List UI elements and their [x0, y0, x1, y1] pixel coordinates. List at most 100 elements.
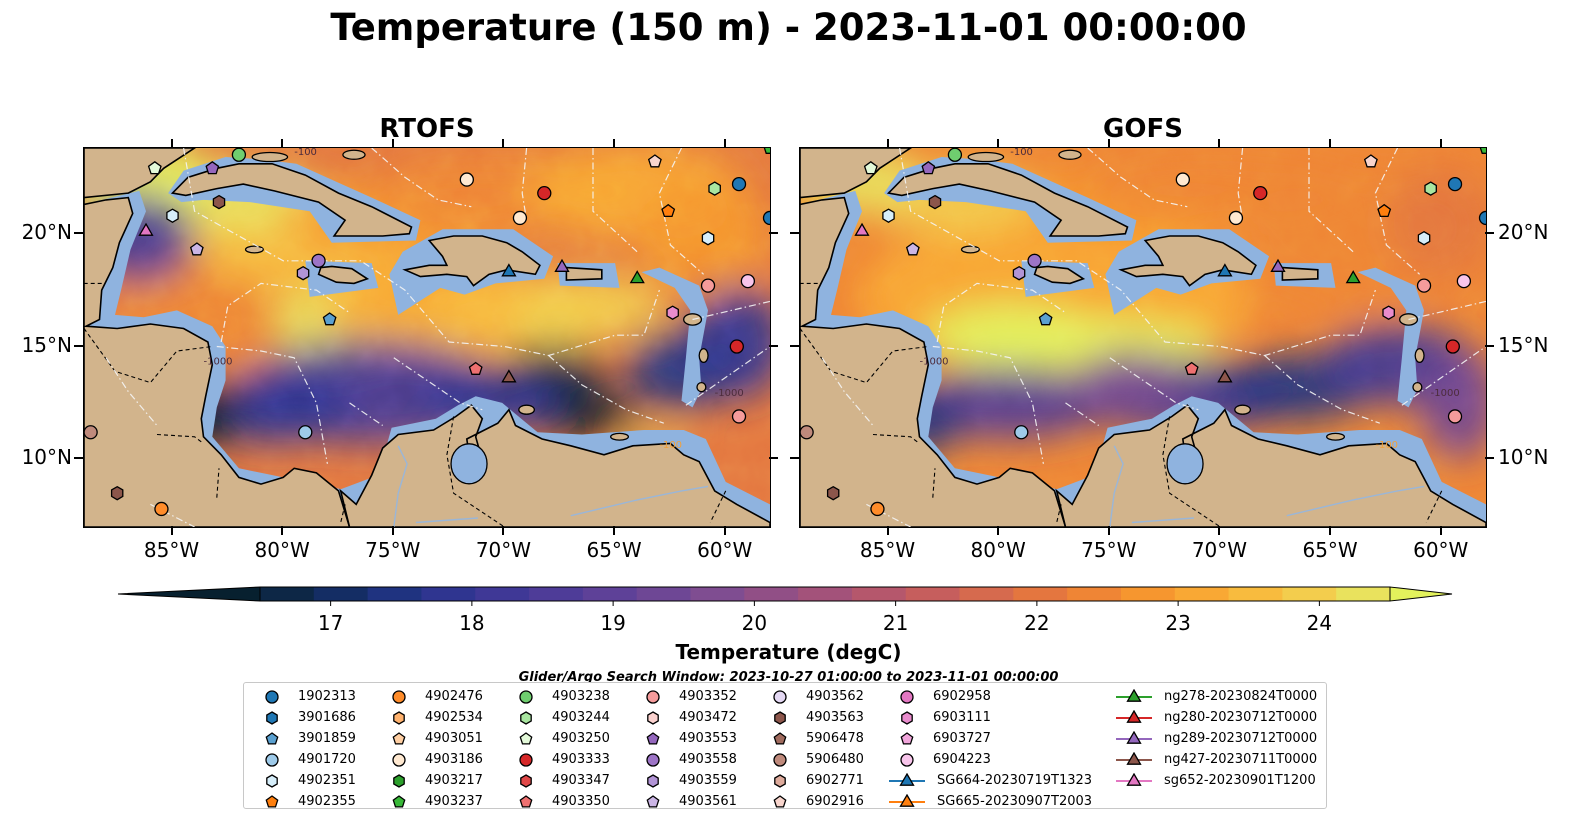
marker-4903186[interactable] — [1228, 210, 1244, 226]
legend-marker[interactable] — [519, 795, 533, 808]
marker-1902313[interactable] — [1478, 210, 1487, 226]
legend-marker[interactable] — [647, 774, 659, 788]
marker-5906480[interactable] — [84, 425, 98, 440]
marker-4901720[interactable] — [1014, 425, 1029, 440]
legend-marker[interactable] — [647, 711, 659, 725]
legend-marker[interactable] — [265, 690, 279, 704]
marker-1902313[interactable] — [1447, 176, 1463, 192]
marker-4903350[interactable] — [1184, 361, 1199, 375]
marker-3901859[interactable] — [1038, 312, 1053, 326]
marker-4903553[interactable] — [921, 160, 936, 175]
marker-3901859[interactable] — [322, 312, 337, 326]
legend-marker[interactable] — [520, 774, 532, 788]
marker-ng278-20230824T0000[interactable] — [1345, 270, 1361, 284]
marker-4903186[interactable] — [1175, 172, 1190, 187]
legend-marker[interactable] — [773, 795, 787, 808]
marker-4903352[interactable] — [700, 278, 716, 293]
marker-4903563[interactable] — [212, 194, 226, 210]
marker-4902476[interactable] — [154, 501, 169, 517]
legend-marker[interactable] — [265, 753, 279, 767]
legend-marker[interactable] — [266, 774, 278, 788]
marker-1902313[interactable] — [762, 210, 771, 226]
legend-marker[interactable] — [774, 711, 786, 725]
marker-6903111[interactable] — [1382, 305, 1395, 320]
marker-4903563[interactable] — [826, 485, 840, 501]
marker-4903561[interactable] — [189, 242, 204, 256]
legend-marker[interactable] — [774, 774, 786, 788]
legend-marker[interactable] — [900, 690, 914, 704]
legend-marker[interactable] — [393, 711, 405, 725]
legend-marker[interactable] — [393, 774, 405, 788]
marker-4903238[interactable] — [231, 148, 247, 162]
marker-4903186[interactable] — [512, 210, 528, 226]
marker-4903238[interactable] — [947, 148, 963, 162]
legend-marker[interactable] — [646, 753, 660, 767]
marker-4903250[interactable] — [147, 160, 162, 175]
marker-4903244[interactable] — [708, 181, 721, 196]
marker-4903558[interactable] — [311, 253, 326, 268]
legend-marker[interactable] — [392, 732, 406, 745]
legend-marker[interactable] — [900, 732, 914, 745]
marker-4903333[interactable] — [1445, 339, 1460, 354]
legend-marker[interactable] — [773, 753, 787, 767]
legend-marker[interactable] — [899, 794, 915, 807]
legend-marker[interactable] — [900, 753, 914, 767]
legend-marker[interactable] — [773, 690, 787, 704]
marker-4903250[interactable] — [863, 160, 878, 175]
legend-marker[interactable] — [392, 795, 406, 808]
marker-1902313[interactable] — [731, 176, 747, 192]
marker-4903333[interactable] — [729, 339, 744, 354]
legend-marker[interactable] — [1126, 773, 1142, 786]
legend-marker[interactable] — [520, 711, 532, 725]
marker-SG664-20230719T1323[interactable] — [1217, 263, 1233, 277]
marker-ng427-20230711T0000[interactable] — [501, 369, 517, 383]
marker-4903352[interactable] — [1447, 409, 1463, 424]
legend-marker[interactable] — [519, 732, 533, 745]
map-rtofs[interactable]: -1000 -100 -100 -1000 — [83, 147, 771, 528]
marker-5906480[interactable] — [800, 425, 814, 440]
map-gofs[interactable]: -1000 -100 -100 -1000 — [799, 147, 1487, 528]
legend-marker[interactable] — [392, 753, 406, 767]
marker-SG664-20230719T1323[interactable] — [501, 263, 517, 277]
legend-marker[interactable] — [773, 732, 787, 745]
legend-marker[interactable] — [1126, 710, 1142, 723]
marker-4903350[interactable] — [468, 361, 483, 375]
legend-marker[interactable] — [1126, 731, 1142, 744]
marker-ng278-20230824T0000[interactable] — [629, 270, 645, 284]
marker-ng427-20230711T0000[interactable] — [1217, 369, 1233, 383]
marker-4902351[interactable] — [1417, 230, 1431, 246]
marker-4902351[interactable] — [882, 208, 895, 223]
legend-marker[interactable] — [646, 690, 660, 704]
marker-4903563[interactable] — [928, 194, 942, 210]
legend-marker[interactable] — [392, 690, 406, 704]
marker-4902476[interactable] — [870, 501, 885, 517]
marker-4903244[interactable] — [1424, 181, 1437, 196]
marker-sg652-20230901T1200[interactable] — [138, 222, 154, 236]
marker-4903559[interactable] — [296, 265, 310, 281]
marker-6904223[interactable] — [1456, 273, 1472, 289]
legend-marker[interactable] — [1126, 752, 1142, 765]
marker-4903333[interactable] — [1253, 185, 1268, 201]
marker-4902355[interactable] — [1377, 203, 1392, 218]
legend-marker[interactable] — [1126, 689, 1142, 702]
marker-sg652-20230901T1200[interactable] — [854, 222, 870, 236]
marker-4903563[interactable] — [110, 485, 124, 501]
marker-4903558[interactable] — [1027, 253, 1042, 268]
marker-4903333[interactable] — [537, 185, 552, 201]
legend-marker[interactable] — [265, 732, 279, 745]
marker-6902916[interactable] — [1363, 154, 1378, 168]
legend-marker[interactable] — [901, 711, 913, 725]
marker-6903111[interactable] — [666, 305, 679, 320]
marker-4902355[interactable] — [661, 203, 676, 218]
marker-4903559[interactable] — [1012, 265, 1026, 281]
legend-marker[interactable] — [266, 711, 278, 725]
legend-marker[interactable] — [646, 795, 660, 808]
marker-ng289-20230712T0000[interactable] — [1270, 258, 1286, 272]
marker-ng289-20230712T0000[interactable] — [554, 258, 570, 272]
marker-4903352[interactable] — [1416, 278, 1432, 293]
marker-6904223[interactable] — [740, 273, 756, 289]
legend-marker[interactable] — [265, 795, 279, 808]
marker-4903561[interactable] — [905, 242, 920, 256]
legend-marker[interactable] — [519, 690, 533, 704]
marker-4902351[interactable] — [701, 230, 715, 246]
